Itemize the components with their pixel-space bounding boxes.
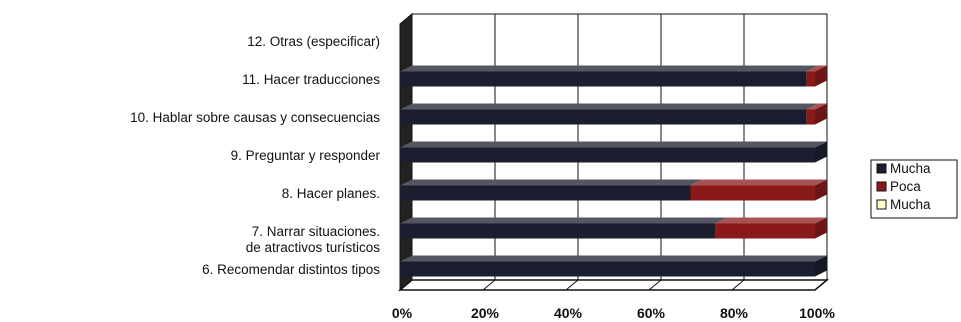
gridline-floor — [814, 279, 828, 291]
bar-segment-top — [806, 103, 827, 110]
gridline-floor — [565, 279, 579, 291]
x-tick-label: 40% — [554, 305, 583, 321]
category-label: 9. Preguntar y responder — [231, 148, 381, 163]
gridline-floor — [648, 279, 662, 291]
category-label: 12. Otras (especificar) — [247, 34, 380, 49]
category-label: 7. Narrar situaciones. — [252, 224, 380, 239]
bar-segment — [400, 185, 691, 201]
bar-segment-end — [815, 103, 827, 125]
bar-segment — [400, 147, 815, 163]
legend-swatch — [876, 181, 887, 192]
category-label: 8. Hacer planes. — [282, 186, 380, 201]
bar-segment-top — [400, 65, 819, 72]
bar-segment — [400, 71, 807, 87]
category-label: 6. Recomendar distintos tipos — [202, 262, 380, 277]
category-label: de atractivos turísticos — [246, 240, 381, 255]
gridline-floor — [731, 279, 745, 291]
bar-segment — [806, 71, 815, 87]
bar-segment-end — [815, 141, 827, 163]
bar-segment — [400, 223, 716, 239]
category-label: 10. Hablar sobre causas y consecuencias — [130, 110, 380, 125]
bar-segment-top — [400, 217, 728, 224]
legend-label: Mucha — [890, 161, 931, 176]
x-tick-label: 0% — [392, 305, 413, 321]
legend-label: Mucha — [890, 197, 931, 212]
bar-segment-top — [806, 65, 827, 72]
bar-segment-end — [815, 179, 827, 201]
x-tick-label: 80% — [720, 305, 749, 321]
bars — [400, 65, 827, 277]
bar-segment — [715, 223, 815, 239]
plot-floor — [397, 279, 830, 291]
legend-swatch — [876, 199, 887, 210]
bar-segment-end — [815, 65, 827, 87]
bar-segment — [400, 261, 815, 277]
legend-label: Poca — [890, 179, 921, 194]
category-label: 11. Hacer traducciones — [242, 72, 380, 87]
category-labels: 6. Recomendar distintos tipos de atractiv… — [130, 34, 380, 277]
x-tick-label: 100% — [799, 305, 835, 321]
bar-segment-end — [815, 217, 827, 239]
bar-segment-top — [400, 141, 827, 148]
bar-segment-top — [400, 179, 703, 186]
bar-segment-top — [715, 217, 827, 224]
bar-segment-end — [815, 255, 827, 277]
bar-segment — [806, 109, 815, 125]
x-tick-label: 60% — [637, 305, 666, 321]
bar-segment — [690, 185, 815, 201]
bar-segment-top — [690, 179, 827, 186]
bar-segment — [400, 109, 807, 125]
bar-segment-top — [400, 103, 819, 110]
gridline-floor — [482, 279, 496, 291]
legend: Mucha Poca Mucha — [870, 159, 958, 219]
bar-segment-top — [400, 255, 827, 262]
x-tick-label: 20% — [471, 305, 500, 321]
legend-swatch — [876, 163, 887, 174]
x-tick-labels: 0% 20% 40% 60% 80% 100% — [392, 305, 836, 321]
